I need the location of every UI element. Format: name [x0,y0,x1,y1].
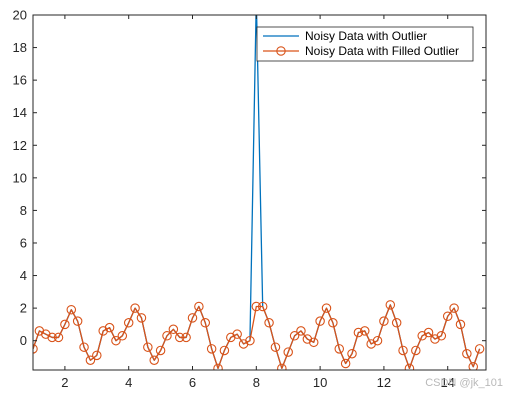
data-point [53,332,64,343]
y-tick-label: 12 [13,138,27,153]
y-tick-label: 16 [13,73,27,88]
data-point [372,335,383,346]
data-point [340,358,351,369]
data-point [60,319,70,330]
data-point [194,301,204,312]
y-tick-label: 2 [20,301,27,316]
data-point [462,348,472,359]
data-point [168,324,179,335]
x-tick-label: 10 [313,375,327,390]
data-point [277,363,287,370]
data-point [219,345,230,356]
data-point [85,355,96,365]
data-point [232,329,242,339]
data-point [296,326,306,336]
data-point [404,363,415,370]
y-tick-label: 0 [20,333,27,348]
data-point [347,348,357,359]
data-point [181,332,191,343]
data-point [468,361,478,370]
data-point [79,342,89,352]
data-point [200,318,211,328]
data-point [449,303,459,313]
data-point [92,350,102,361]
plot-background [33,15,486,370]
y-tick-label: 20 [13,8,27,23]
data-point [398,345,408,356]
series-layer [33,15,485,370]
data-point [423,327,434,338]
y-tick-label: 6 [20,235,27,250]
watermark-text: CSDN @jk_101 [425,377,503,389]
data-point [111,335,121,346]
data-point [391,318,402,328]
x-tick-label: 2 [61,375,68,390]
data-point [308,337,319,348]
data-point [328,318,338,328]
x-tick-label: 6 [189,375,196,390]
data-point [411,345,421,356]
data-point [379,316,389,326]
data-point [257,301,268,312]
legend-entry-1: Noisy Data with Outlier [305,29,427,43]
data-point [251,301,262,312]
x-tick-label: 8 [253,375,260,390]
data-point [155,345,166,356]
series-line-2 [33,304,481,370]
y-axis: 0 2 4 6 8 10 12 14 16 18 20 [13,8,486,348]
data-point [136,313,147,323]
data-point [283,347,293,357]
legend-marker [276,46,286,56]
data-point [162,331,172,341]
data-point [270,342,281,352]
data-point [245,335,255,346]
legend-entry-2: Noisy Data with Filled Outlier [305,44,459,58]
data-point [334,344,345,354]
x-tick-label: 12 [377,375,391,390]
data-point [442,311,453,322]
y-tick-label: 18 [13,40,27,55]
data-point [130,303,140,313]
data-point [174,332,185,343]
y-tick-label: 4 [20,268,27,283]
data-point [47,332,57,343]
x-tick-label: 14 [440,375,454,390]
data-point [385,300,396,310]
data-point [436,331,447,341]
data-point [353,327,364,338]
data-point [72,316,83,326]
x-tick-label: 4 [125,375,132,390]
data-point [360,326,370,336]
data-point [289,331,300,341]
axes-box [32,14,487,371]
data-point [315,316,325,326]
data-point [187,313,198,323]
data-point [455,319,466,330]
data-point [149,355,159,365]
data-point [264,318,274,328]
data-point [213,363,223,370]
data-point [117,331,128,341]
data-point [206,344,217,354]
data-point [66,304,77,315]
data-point [123,318,134,328]
x-axis: 2 4 6 8 10 12 14 [61,15,455,390]
data-point [104,322,115,333]
data-point [321,303,332,313]
legend-box [256,26,474,62]
data-point [143,342,153,352]
data-point [33,344,38,354]
y-tick-label: 10 [13,170,27,185]
data-point [474,344,485,354]
y-tick-label: 14 [13,105,27,120]
y-tick-label: 8 [20,203,27,218]
